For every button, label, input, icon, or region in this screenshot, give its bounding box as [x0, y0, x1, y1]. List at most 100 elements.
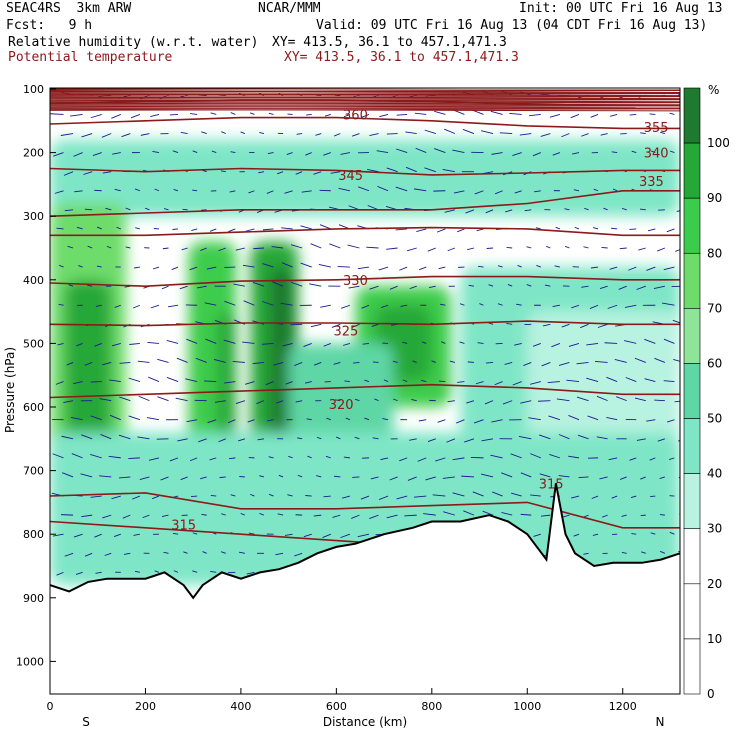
wind-vector-634 [189, 457, 198, 462]
wind-vector-266 [106, 245, 112, 249]
colorbar-label-5: 50 [707, 412, 722, 426]
wind-vector-583 [473, 419, 484, 424]
wind-vector-607 [316, 436, 322, 440]
wind-vector-682 [480, 473, 494, 478]
theta-top-contour-15 [50, 102, 680, 105]
field2-xy: XY= 413.5, 36.1 to 457.1,471.3 [284, 50, 519, 65]
wind-vector-635 [209, 457, 217, 461]
wind-vector-666 [180, 476, 188, 481]
wind-vector-799 [202, 551, 207, 554]
y-tick-label-6: 700 [23, 465, 44, 478]
terrain [50, 483, 680, 694]
wind-vector-133 [83, 171, 93, 175]
wind-vector-639 [288, 455, 293, 459]
wind-vector-686 [558, 475, 570, 478]
wind-vector-733 [201, 513, 207, 516]
field1-xy: XY= 413.5, 36.1 to 457.1,471.3 [272, 35, 507, 50]
wind-vector-652 [530, 453, 541, 459]
wind-vector-804 [294, 552, 303, 557]
wind-vector-697 [132, 495, 141, 500]
wind-vector-630 [108, 455, 121, 459]
wind-vector-773 [322, 533, 331, 539]
wind-vector-263 [666, 228, 675, 233]
wind-vector-38 [150, 114, 160, 117]
wind-vector-612 [409, 438, 417, 441]
wind-vector-476 [333, 362, 341, 365]
wind-vector-66 [60, 133, 74, 136]
wind-vector-803 [275, 552, 284, 556]
wind-vector-192 [573, 189, 580, 192]
rh-region-0 [50, 139, 680, 217]
colorbar-swatch-4 [683, 308, 701, 364]
wind-vector-69 [121, 133, 131, 138]
wind-vector-76 [259, 132, 265, 134]
wind-vector-684 [520, 472, 532, 478]
wind-vector-285 [467, 247, 475, 251]
wind-vector-299 [96, 265, 102, 268]
wind-vector-386 [497, 303, 503, 306]
x-tick-label-6: 1200 [609, 700, 637, 713]
wind-vector-604 [257, 438, 265, 441]
wind-vector-303 [171, 266, 179, 271]
wind-vector-431 [94, 342, 102, 347]
wind-vector-424 [597, 323, 608, 328]
wind-vector-787 [592, 533, 599, 536]
wind-vector-624 [636, 438, 646, 441]
wind-vector-549 [466, 400, 475, 404]
wind-vector-501 [166, 377, 179, 382]
wind-vector-739 [313, 514, 322, 517]
wind-vector-653 [549, 454, 561, 459]
wind-vector-100 [73, 152, 83, 157]
wind-vector-679 [425, 476, 436, 481]
wind-vector-409 [310, 323, 322, 328]
wind-vector-608 [335, 436, 341, 440]
wind-vector-664 [139, 476, 150, 480]
wind-vector-111 [286, 152, 293, 155]
wind-vector-724 [650, 495, 656, 498]
wind-vector-374 [262, 301, 274, 306]
wind-vector-112 [305, 152, 312, 156]
theta-top-contour-6 [50, 93, 680, 96]
wind-vector-395 [661, 302, 675, 306]
colorbar-unit: % [708, 83, 719, 97]
wind-vector-642 [343, 456, 350, 459]
wind-vector-34 [70, 113, 83, 117]
wind-vector-342 [290, 281, 303, 287]
wind-vector-601 [198, 438, 207, 443]
wind-vector-70 [140, 133, 150, 136]
wind-vector-174 [229, 190, 236, 193]
wind-vector-113 [323, 152, 331, 156]
wind-vector-480 [412, 360, 417, 363]
wind-vector-421 [542, 323, 551, 327]
colorbar-label-3: 70 [707, 301, 722, 315]
wind-vector-110 [267, 152, 274, 155]
wind-vector-737 [277, 513, 284, 516]
wind-vector-193 [593, 188, 599, 192]
wind-vector-516 [457, 381, 465, 383]
wind-vector-747 [463, 510, 475, 516]
wind-vector-372 [224, 300, 236, 306]
wind-vector-513 [402, 379, 408, 382]
wind-vector-438 [223, 339, 236, 344]
wind-vector-250 [416, 228, 427, 232]
wind-vector-576 [345, 417, 351, 421]
wind-vector-433 [129, 342, 140, 345]
wind-vector-126 [572, 152, 580, 155]
wind-vector-378 [341, 304, 351, 309]
wind-vector-741 [351, 514, 360, 519]
wind-vector-613 [427, 438, 436, 442]
wind-vector-716 [492, 491, 503, 497]
wind-vector-575 [326, 417, 331, 421]
wind-vector-180 [338, 187, 350, 192]
wind-vector-123 [512, 152, 522, 157]
wind-vector-665 [160, 476, 169, 481]
wind-vector-667 [200, 476, 207, 480]
wind-vector-688 [599, 476, 608, 480]
header-center: NCAR/MMM [258, 1, 321, 16]
wind-vector-46 [306, 113, 312, 116]
wind-vector-790 [650, 532, 656, 535]
wind-vector-754 [602, 514, 608, 518]
theta-contour-8 [50, 492, 680, 529]
wind-vector-546 [411, 398, 417, 402]
